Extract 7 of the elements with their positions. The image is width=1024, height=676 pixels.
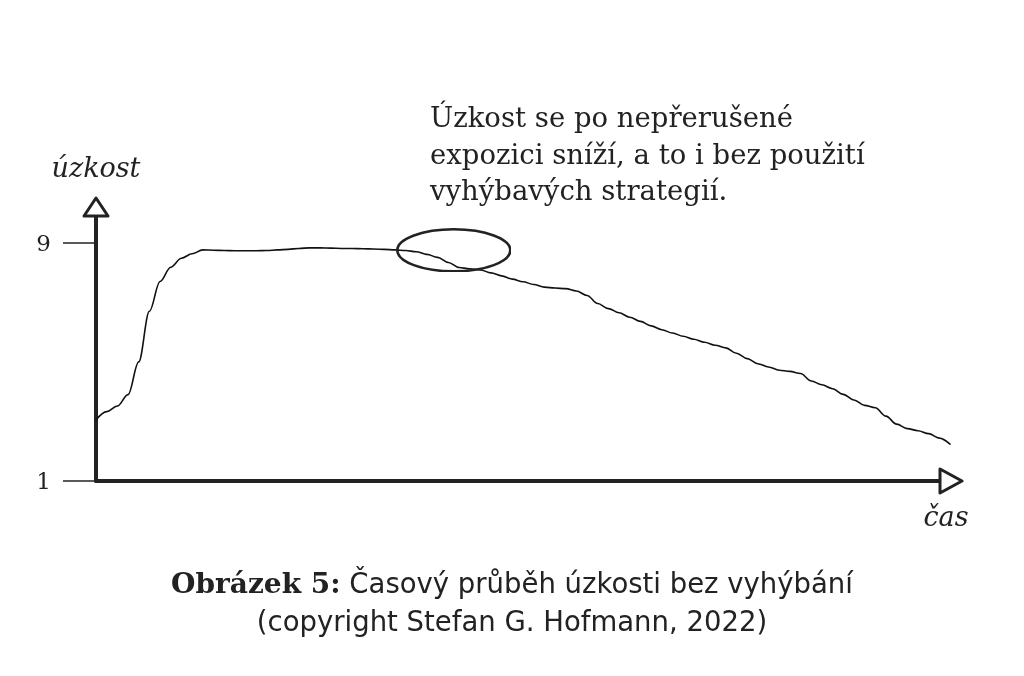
- y-tick-label: 1: [36, 468, 51, 494]
- text: Obrázek 5: Časový průběh úzkosti bez vyhýbání: [171, 566, 855, 600]
- y-axis-title: úzkost: [51, 151, 141, 183]
- text: (copyright Stefan G. Hofmann, 2022): [256, 605, 768, 637]
- text: Úzkost se po nepřerušené expozici sníží, a to i bez použití vyhýbavých strategií.: [430, 99, 866, 208]
- x-axis-title: čas: [923, 501, 969, 532]
- y-tick-label: 9: [36, 229, 51, 256]
